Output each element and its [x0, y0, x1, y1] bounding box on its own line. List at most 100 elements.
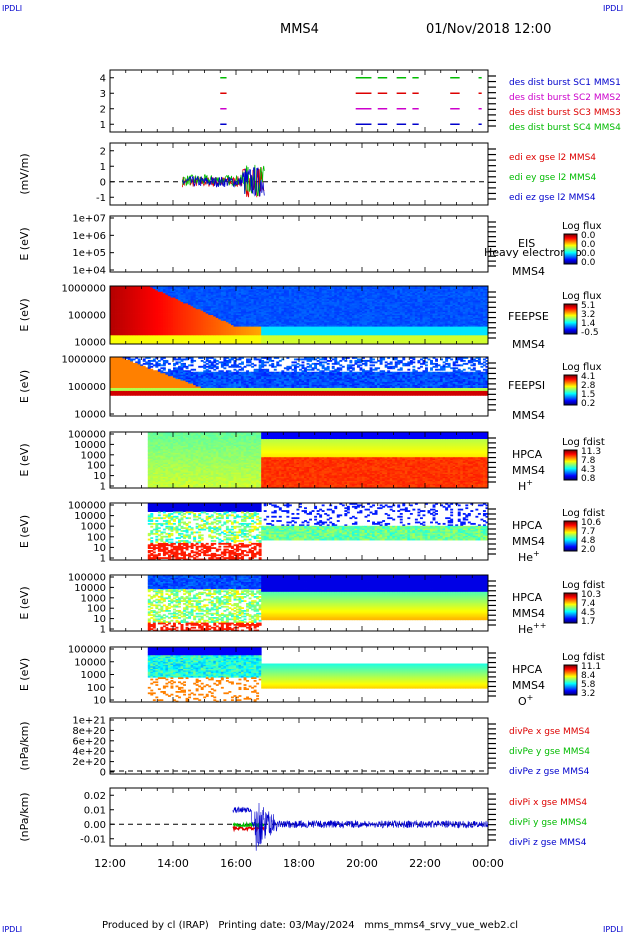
heatmap-cell: [253, 341, 257, 343]
heatmap-cell: [137, 294, 141, 297]
heatmap-cell: [228, 319, 232, 322]
heatmap-cell: [180, 297, 184, 300]
heatmap-cell: [178, 296, 181, 298]
heatmap-cell: [110, 332, 113, 335]
heatmap-cell: [243, 320, 247, 323]
heatmap-cell: [205, 317, 209, 320]
heatmap-cell: [170, 297, 174, 300]
heatmap-cell: [170, 313, 174, 316]
heatmap-cell: [205, 299, 209, 301]
heatmap-cell: [112, 323, 116, 326]
heatmap-cell: [122, 329, 126, 332]
heatmap-cell: [130, 309, 134, 312]
heatmap-cell: [137, 317, 141, 320]
heatmap-cell: [178, 303, 181, 306]
heatmap-cell: [243, 329, 247, 332]
heatmap-cell: [215, 332, 219, 335]
heatmap-cell: [253, 300, 257, 303]
heatmap-cell: [195, 291, 199, 294]
heatmap-cell: [165, 309, 169, 312]
heatmap-cell: [157, 333, 161, 336]
heatmap-cell: [122, 294, 126, 297]
heatmap-cell: [130, 329, 134, 332]
heatmap-cell: [162, 307, 166, 310]
heatmap-cell: [160, 297, 164, 300]
heatmap-cell: [218, 291, 222, 294]
heatmap-cell: [178, 306, 181, 309]
heatmap-cell: [150, 315, 154, 317]
heatmap-cell: [142, 287, 146, 290]
heatmap-cell: [205, 332, 209, 335]
heatmap-cell: [238, 313, 242, 316]
heatmap-cell: [215, 307, 219, 310]
heatmap-cell: [130, 342, 134, 345]
heatmap-cell: [225, 313, 229, 316]
heatmap-cell: [205, 300, 209, 303]
heatmap-cell: [246, 310, 249, 313]
heatmap-cell: [183, 306, 186, 309]
heatmap-cell: [142, 335, 146, 338]
heatmap-cell: [125, 317, 129, 320]
heatmap-cell: [132, 312, 136, 314]
heatmap-cell: [152, 299, 156, 301]
heatmap-cell: [142, 290, 146, 293]
heatmap-cell: [122, 336, 126, 339]
heatmap-cell: [228, 335, 232, 338]
heatmap-cell: [251, 328, 255, 330]
heatmap-cell: [157, 328, 161, 330]
heatmap-cell: [193, 338, 197, 341]
heatmap-cell: [203, 291, 207, 294]
heatmap-cell: [147, 326, 151, 329]
heatmap-cell: [230, 303, 234, 306]
heatmap-cell: [173, 339, 176, 342]
heatmap-cell: [230, 320, 234, 323]
heatmap-cell: [218, 313, 222, 316]
colorbar-swatch: [564, 257, 577, 259]
heatmap-cell: [251, 300, 255, 303]
heatmap-cell: [175, 322, 179, 325]
heatmap-cell: [193, 304, 197, 307]
heatmap-cell: [233, 325, 237, 327]
colorbar-swatch: [564, 260, 577, 262]
heatmap-cell: [205, 323, 209, 326]
heatmap-cell: [198, 333, 202, 336]
heatmap-cell: [188, 328, 192, 330]
heatmap-cell: [180, 287, 184, 290]
heatmap-cell: [165, 310, 169, 313]
heatmap-cell: [140, 333, 144, 336]
heatmap-cell: [130, 332, 134, 335]
heatmap-cell: [150, 342, 154, 345]
heatmap-cell: [230, 288, 234, 291]
heatmap-cell: [173, 303, 176, 306]
heatmap-cell: [243, 288, 247, 291]
heatmap-cell: [160, 300, 164, 303]
heatmap-cell: [251, 293, 255, 296]
colorbar-swatch: [564, 243, 577, 245]
heatmap-cell: [223, 316, 227, 319]
heatmap-cell: [246, 294, 249, 297]
heatmap-cell: [150, 303, 154, 306]
heatmap-cell: [110, 296, 113, 298]
heatmap-cell: [183, 317, 186, 320]
heatmap-cell: [160, 304, 164, 307]
heatmap-cell: [215, 303, 219, 306]
heatmap-cell: [190, 319, 194, 322]
heatmap-cell: [162, 310, 166, 313]
heatmap-cell: [190, 332, 194, 335]
heatmap-cell: [236, 297, 239, 300]
heatmap-cell: [203, 306, 207, 309]
heatmap-cell: [205, 313, 209, 316]
heatmap-cell: [125, 312, 129, 314]
heatmap-cell: [135, 291, 139, 294]
heatmap-cell: [175, 288, 179, 291]
heatmap-cell: [185, 330, 189, 333]
heatmap-cell: [157, 323, 161, 326]
heatmap-cell: [127, 322, 131, 325]
heatmap-cell: [115, 300, 118, 303]
heatmap-cell: [233, 301, 237, 304]
heatmap-cell: [178, 313, 181, 316]
heatmap-cell: [180, 323, 184, 326]
heatmap-cell: [241, 286, 244, 288]
heatmap-cell: [112, 287, 116, 290]
heatmap-cell: [122, 286, 126, 288]
